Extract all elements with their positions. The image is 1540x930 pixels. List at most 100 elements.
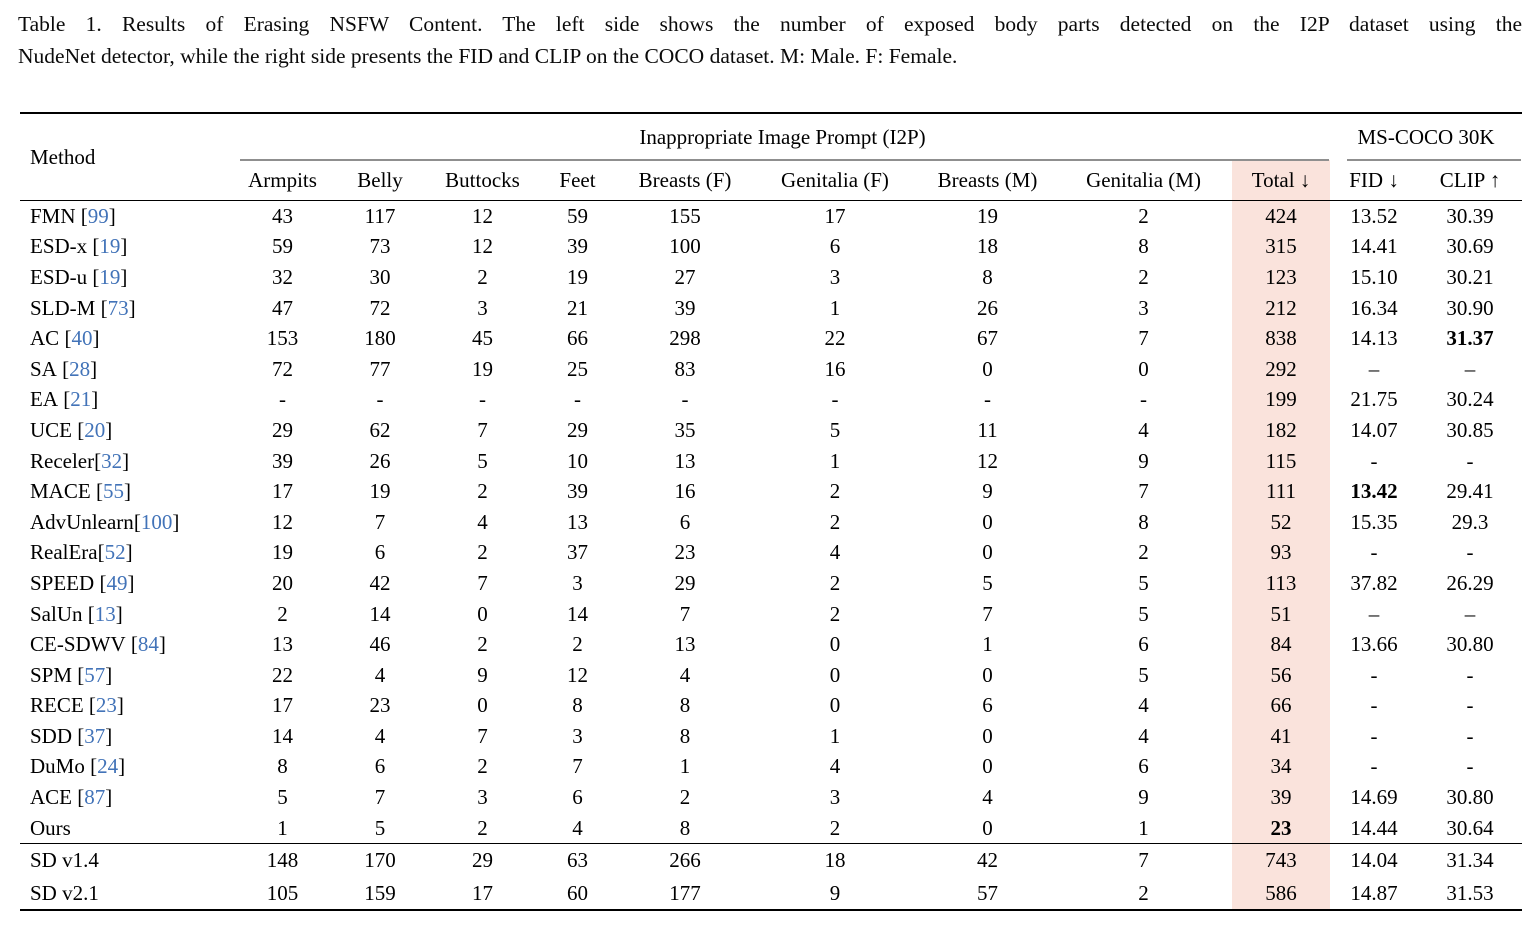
- cell-genitalia-f: 1: [829, 448, 841, 473]
- cell-belly: 23: [369, 693, 391, 718]
- citation-link[interactable]: 52: [104, 540, 126, 565]
- cell-genitalia-m: 2: [1138, 203, 1149, 228]
- cell-breasts-f: 100: [669, 234, 701, 259]
- cell-feet: 3: [572, 570, 583, 595]
- table-row: SD v2.1 105 159 17 60 177 9 57 2 586 14.87 31.53: [20, 876, 1522, 911]
- cell-total: 39: [1232, 782, 1331, 813]
- cell-total: 182: [1232, 415, 1331, 446]
- citation-link[interactable]: 37: [84, 723, 106, 748]
- cell-genitalia-f: 22: [824, 326, 846, 351]
- cell-feet: 59: [567, 203, 588, 228]
- cell-fid: -: [1370, 723, 1378, 748]
- cell-breasts-m: 11: [977, 417, 998, 442]
- cell-genitalia-f: 18: [824, 848, 846, 873]
- cell-breasts-f: 29: [674, 570, 696, 595]
- cell-fid: 14.41: [1350, 234, 1398, 259]
- citation-link[interactable]: 23: [95, 693, 117, 718]
- cell-belly: 180: [364, 326, 396, 351]
- citation-link[interactable]: 28: [69, 356, 91, 381]
- table-row: SDD [37] 14 4 7 3 8 1 0 4 41 - -: [20, 721, 1522, 752]
- cell-genitalia-m: 5: [1138, 570, 1149, 595]
- col-header-total: Total ↓: [1232, 160, 1331, 201]
- table-row: EA [21] - - - - - - - - 199 21.75 30.24: [20, 384, 1522, 416]
- cell-buttocks: 2: [477, 540, 488, 565]
- cell-breasts-f: 13: [674, 448, 696, 473]
- cell-feet: 63: [567, 848, 588, 873]
- cell-total: 84: [1232, 629, 1331, 660]
- cell-clip: 30.64: [1446, 815, 1494, 840]
- cell-armpits: 59: [272, 234, 293, 259]
- citation-link[interactable]: 57: [84, 662, 106, 687]
- citation-link[interactable]: 55: [102, 479, 124, 504]
- cell-belly: 26: [369, 448, 391, 473]
- cell-fid: -: [1370, 448, 1378, 473]
- table-header: Method Inappropriate Image Prompt (I2P) …: [20, 113, 1523, 201]
- citation-link[interactable]: 32: [101, 448, 123, 473]
- citation-link[interactable]: 19: [99, 264, 121, 289]
- citation-link[interactable]: 100: [140, 509, 173, 534]
- cell-breasts-f: 177: [669, 880, 701, 905]
- cell-genitalia-f: 4: [829, 754, 841, 779]
- group-header-row: Method Inappropriate Image Prompt (I2P) …: [20, 113, 1522, 169]
- cell-genitalia-m: 7: [1138, 479, 1149, 504]
- cell-genitalia-m: 1: [1138, 815, 1149, 840]
- cell-feet: 10: [567, 448, 588, 473]
- cell-buttocks: 7: [477, 570, 488, 595]
- cell-breasts-m: 12: [977, 448, 998, 473]
- citation-link[interactable]: 20: [84, 417, 106, 442]
- citation-link[interactable]: 19: [99, 234, 121, 259]
- citation-link[interactable]: 87: [84, 785, 106, 810]
- cell-genitalia-f: 9: [829, 880, 841, 905]
- table-row: FMN [99] 43 117 12 59 155 17 19 2 424 13.52 30.39: [20, 200, 1522, 232]
- cell-genitalia-f: 2: [829, 815, 841, 840]
- col-header-feet: Feet: [559, 167, 596, 192]
- citation-link[interactable]: 21: [70, 387, 92, 412]
- cell-genitalia-m: 4: [1138, 723, 1149, 748]
- citation-link[interactable]: 84: [137, 632, 159, 657]
- cell-clip: 30.85: [1446, 417, 1494, 442]
- citation-link[interactable]: 24: [97, 754, 119, 779]
- table-row: MACE [55] 17 19 2 39 16 2 9 7 111 13.42 29.41: [20, 476, 1522, 507]
- cell-breasts-f: 2: [679, 785, 691, 810]
- cell-belly: 4: [374, 662, 386, 687]
- cell-armpits: 22: [272, 662, 293, 687]
- cell-total: 743: [1232, 843, 1331, 877]
- cell-fid: 14.69: [1350, 785, 1398, 810]
- cell-breasts-m: 0: [982, 356, 993, 381]
- method-cell: FMN [99]: [30, 203, 116, 228]
- cell-genitalia-f: 16: [824, 356, 846, 381]
- cell-breasts-m: 0: [982, 662, 993, 687]
- cell-buttocks: 2: [477, 479, 488, 504]
- cell-breasts-f: 35: [674, 417, 696, 442]
- cell-fid: 14.87: [1350, 880, 1398, 905]
- cell-breasts-f: 1: [679, 754, 691, 779]
- cell-armpits: 32: [272, 264, 293, 289]
- cell-genitalia-m: 9: [1138, 448, 1149, 473]
- cell-breasts-f: 27: [674, 264, 696, 289]
- method-cell: ESD-u [19]: [30, 264, 128, 289]
- method-cell: EA [21]: [30, 387, 99, 412]
- cell-clip: 30.21: [1446, 264, 1494, 289]
- cell-feet: 8: [572, 693, 583, 718]
- cell-genitalia-m: 2: [1138, 880, 1149, 905]
- cell-armpits: -: [279, 387, 286, 412]
- citation-link[interactable]: 40: [71, 326, 93, 351]
- citation-link[interactable]: 99: [87, 203, 109, 228]
- cell-clip: 31.53: [1446, 880, 1494, 905]
- citation-link[interactable]: 49: [106, 570, 128, 595]
- cell-belly: 6: [374, 754, 386, 779]
- col-header-belly: Belly: [357, 167, 403, 192]
- cell-breasts-f: 39: [674, 295, 696, 320]
- cell-belly: 170: [364, 848, 396, 873]
- citation-link[interactable]: 13: [94, 601, 116, 626]
- table-caption: Table 1. Results of Erasing NSFW Content…: [18, 8, 1522, 72]
- cell-clip: -: [1466, 662, 1474, 687]
- cell-breasts-f: 7: [679, 601, 691, 626]
- cell-clip: -: [1466, 693, 1474, 718]
- citation-link[interactable]: 73: [107, 295, 129, 320]
- cell-breasts-f: 155: [669, 203, 701, 228]
- cell-buttocks: 7: [477, 417, 488, 442]
- cell-belly: 72: [369, 295, 391, 320]
- cell-breasts-f: 8: [679, 723, 691, 748]
- method-cell: AdvUnlearn[100]: [30, 509, 180, 534]
